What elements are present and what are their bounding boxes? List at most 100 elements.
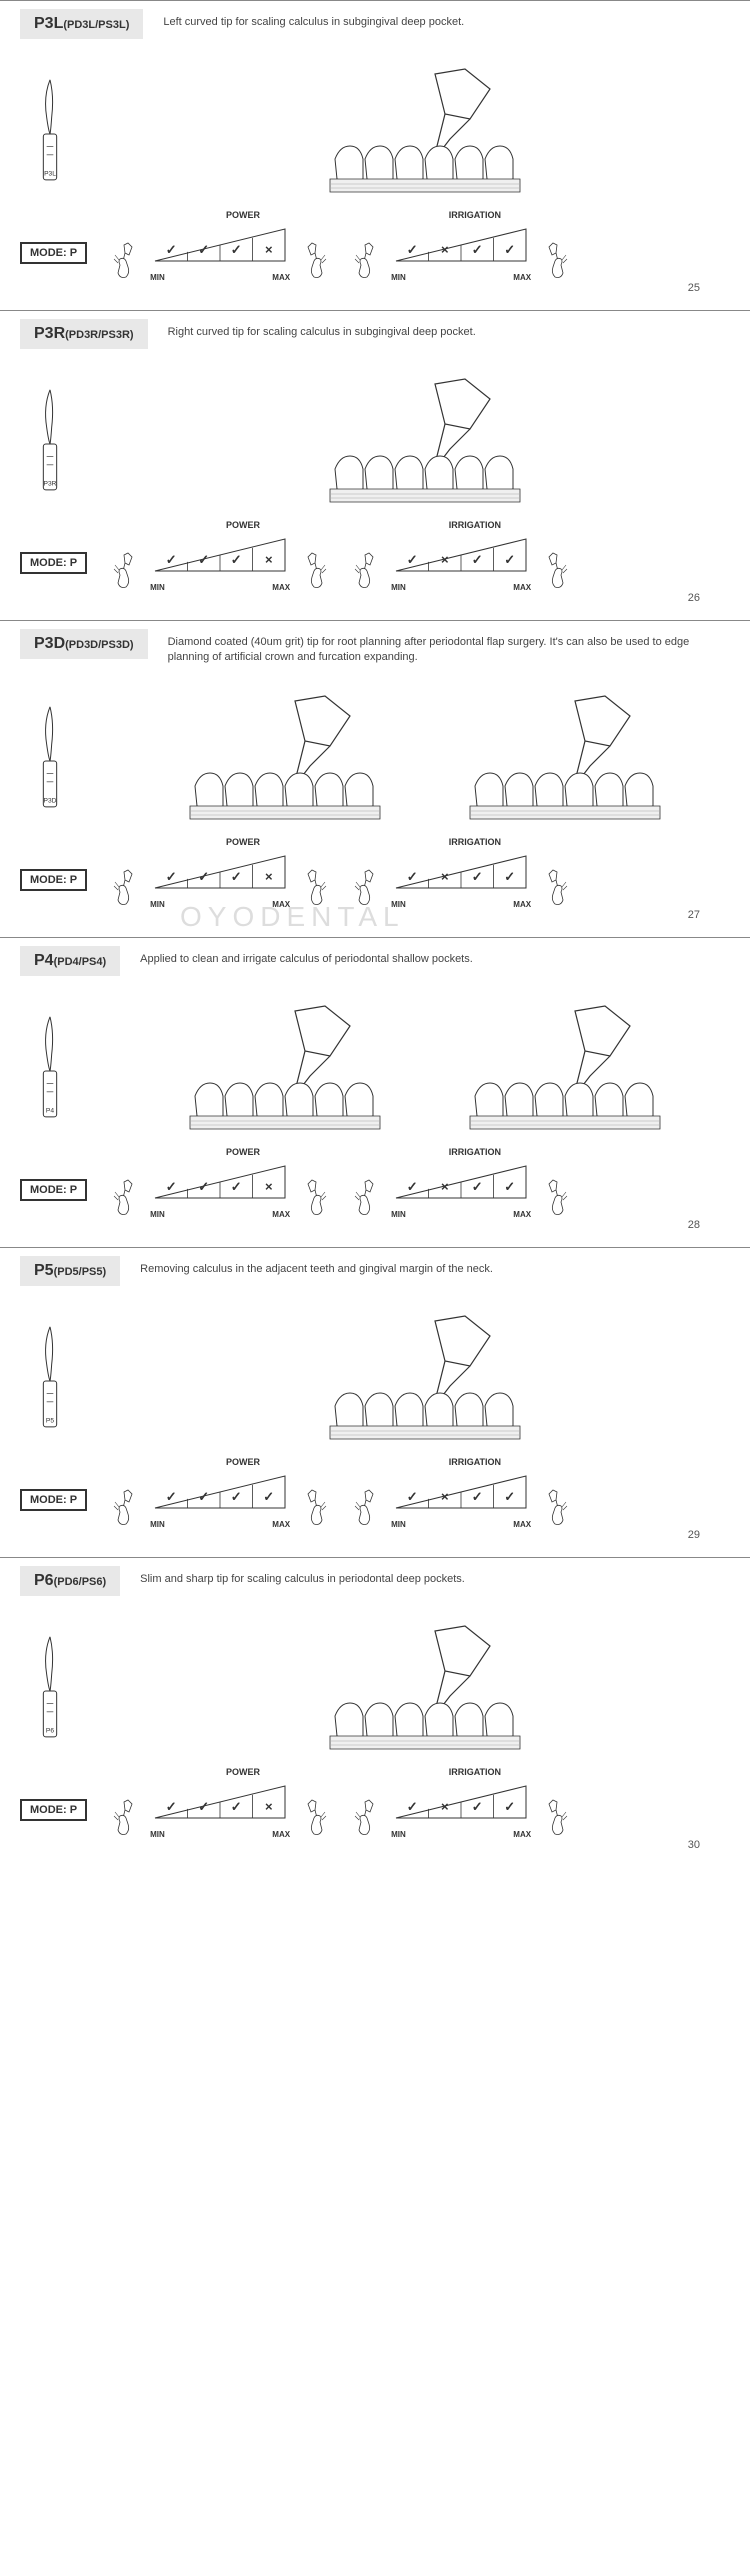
svg-text:✓: ✓ (472, 1799, 483, 1814)
usage-illustration (110, 681, 730, 831)
title-main: P3D (34, 635, 65, 652)
mode-indicator: MODE: P (20, 1489, 87, 1511)
illustration-row: P3R (20, 364, 730, 514)
svg-text:✓: ✓ (504, 1799, 515, 1814)
mode-indicator: MODE: P (20, 1179, 87, 1201)
svg-text:✓: ✓ (198, 869, 209, 884)
mode-indicator: MODE: P (20, 552, 87, 574)
tip-illustration: P3L (20, 54, 80, 204)
svg-text:P3D: P3D (44, 797, 57, 804)
irrigation-gauge-group: IRRIGATION ✓×✓✓ MINMAX (353, 1471, 569, 1529)
power-gauge-group: POWER ✓✓✓✓ MINMAX (112, 1471, 328, 1529)
title-sub: (PD3L/PS3L) (63, 19, 129, 31)
controls-row: MODE: P POWER ✓✓✓✓ MINMAX (20, 1471, 730, 1529)
section-header: P3L(PD3L/PS3L) Left curved tip for scali… (20, 1, 730, 39)
page-number: 25 (20, 282, 730, 300)
svg-text:✓: ✓ (504, 242, 515, 257)
product-section: P3L(PD3L/PS3L) Left curved tip for scali… (0, 0, 750, 310)
svg-text:×: × (265, 869, 273, 884)
controls-row: MODE: P POWER ✓✓✓× MINMAX (20, 534, 730, 592)
svg-text:P3R: P3R (44, 481, 57, 488)
svg-text:✓: ✓ (407, 552, 418, 567)
irrigation-gauge-group: IRRIGATION ✓×✓✓ MINMAX (353, 1161, 569, 1219)
svg-text:✓: ✓ (166, 1489, 177, 1504)
illustration-row: P5 (20, 1301, 730, 1451)
product-description: Diamond coated (40um grit) tip for root … (168, 629, 730, 666)
section-header: P3D(PD3D/PS3D) Diamond coated (40um grit… (20, 621, 730, 666)
svg-text:✓: ✓ (472, 1179, 483, 1194)
page-number: 28 (20, 1219, 730, 1237)
svg-text:✓: ✓ (231, 552, 242, 567)
svg-text:✓: ✓ (472, 552, 483, 567)
svg-text:✓: ✓ (472, 242, 483, 257)
svg-text:×: × (441, 552, 449, 567)
svg-text:✓: ✓ (231, 1489, 242, 1504)
svg-text:×: × (441, 1799, 449, 1814)
product-title: P3D(PD3D/PS3D) (20, 629, 148, 659)
product-section: P6(PD6/PS6) Slim and sharp tip for scali… (0, 1557, 750, 1867)
svg-text:×: × (441, 242, 449, 257)
title-sub: (PD4/PS4) (54, 956, 107, 968)
svg-text:✓: ✓ (198, 1179, 209, 1194)
product-section: P5(PD5/PS5) Removing calculus in the adj… (0, 1247, 750, 1557)
tip-illustration: P6 (20, 1611, 80, 1761)
svg-text:×: × (265, 1799, 273, 1814)
title-main: P4 (34, 952, 54, 969)
product-title: P6(PD6/PS6) (20, 1566, 120, 1596)
controls-row: MODE: P POWER ✓✓✓× MINMAX (20, 1161, 730, 1219)
svg-text:✓: ✓ (407, 869, 418, 884)
title-sub: (PD3D/PS3D) (65, 639, 133, 651)
svg-text:✓: ✓ (231, 869, 242, 884)
power-gauge-group: POWER ✓✓✓× MINMAX (112, 534, 328, 592)
page-number: 26 (20, 592, 730, 610)
illustration-row: P3L (20, 54, 730, 204)
svg-text:✓: ✓ (263, 1489, 274, 1504)
svg-text:P5: P5 (46, 1417, 54, 1424)
mode-indicator: MODE: P (20, 869, 87, 891)
svg-text:✓: ✓ (407, 1179, 418, 1194)
section-header: P6(PD6/PS6) Slim and sharp tip for scali… (20, 1558, 730, 1596)
product-title: P3L(PD3L/PS3L) (20, 9, 143, 39)
svg-text:×: × (441, 1489, 449, 1504)
power-gauge-group: POWER ✓✓✓× MINMAX (112, 1781, 328, 1839)
svg-text:✓: ✓ (166, 1179, 177, 1194)
tip-illustration: P3R (20, 364, 80, 514)
title-main: P3R (34, 325, 65, 342)
product-description: Left curved tip for scaling calculus in … (163, 9, 464, 30)
svg-text:×: × (265, 1179, 273, 1194)
product-section: P3R(PD3R/PS3R) Right curved tip for scal… (0, 310, 750, 620)
tip-illustration: P3D (20, 681, 80, 831)
page-number: 30 (20, 1839, 730, 1857)
title-sub: (PD3R/PS3R) (65, 329, 133, 341)
svg-text:✓: ✓ (472, 869, 483, 884)
mode-indicator: MODE: P (20, 242, 87, 264)
controls-row: MODE: P POWER ✓✓✓× MINMAX (20, 224, 730, 282)
product-description: Applied to clean and irrigate calculus o… (140, 946, 473, 967)
irrigation-gauge-group: IRRIGATION ✓×✓✓ MINMAX (353, 1781, 569, 1839)
svg-text:✓: ✓ (504, 552, 515, 567)
illustration-row: P3D (20, 681, 730, 831)
title-main: P6 (34, 1572, 54, 1589)
svg-text:×: × (265, 242, 273, 257)
product-section: OYODENTAL P3D(PD3D/PS3D) Diamond coated … (0, 620, 750, 937)
svg-text:P6: P6 (46, 1727, 54, 1734)
product-title: P5(PD5/PS5) (20, 1256, 120, 1286)
svg-text:P4: P4 (46, 1107, 54, 1114)
svg-text:✓: ✓ (231, 242, 242, 257)
page-number: 27 (20, 909, 730, 927)
section-header: P4(PD4/PS4) Applied to clean and irrigat… (20, 938, 730, 976)
svg-text:✓: ✓ (504, 869, 515, 884)
page-number: 29 (20, 1529, 730, 1547)
svg-text:✓: ✓ (166, 552, 177, 567)
svg-text:✓: ✓ (407, 1489, 418, 1504)
controls-row: MODE: P POWER ✓✓✓× MINMAX (20, 1781, 730, 1839)
svg-text:✓: ✓ (198, 1799, 209, 1814)
title-main: P3L (34, 15, 63, 32)
svg-text:×: × (441, 1179, 449, 1194)
tip-illustration: P5 (20, 1301, 80, 1451)
mode-indicator: MODE: P (20, 1799, 87, 1821)
controls-row: MODE: P POWER ✓✓✓× MINMAX (20, 851, 730, 909)
svg-text:✓: ✓ (231, 1799, 242, 1814)
product-description: Removing calculus in the adjacent teeth … (140, 1256, 493, 1277)
tip-illustration: P4 (20, 991, 80, 1141)
